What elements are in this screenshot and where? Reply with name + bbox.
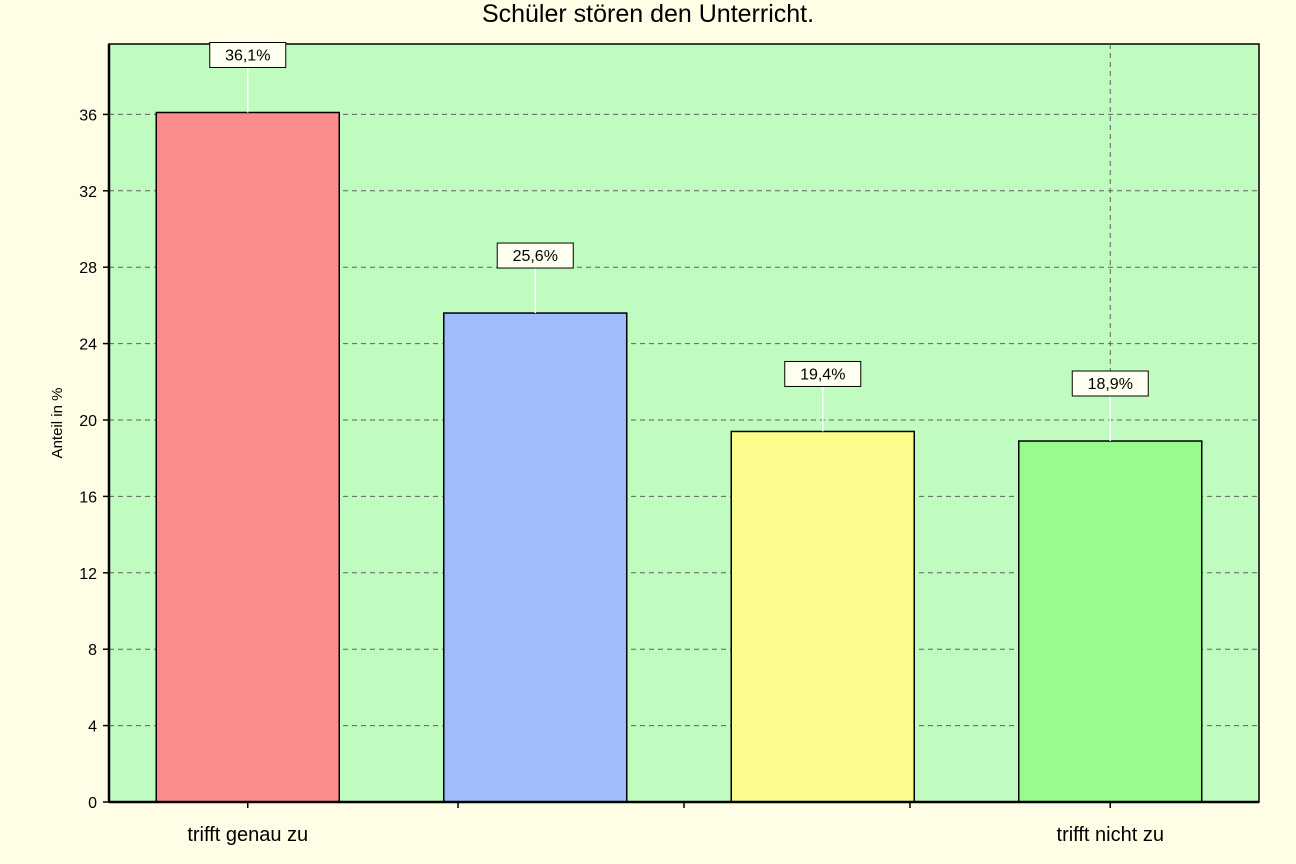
y-tick-label: 12: [79, 566, 97, 583]
y-tick-label: 8: [88, 642, 97, 659]
data-label: 25,6%: [513, 248, 558, 265]
data-label: 36,1%: [225, 47, 270, 64]
data-label-box: [496, 242, 574, 269]
y-tick-label: 36: [79, 107, 97, 124]
data-label: 19,4%: [800, 366, 845, 383]
x-category-label: trifft nicht zu: [1057, 824, 1164, 846]
y-tick-label: 28: [79, 260, 97, 277]
bar: [155, 111, 340, 803]
bar: [730, 430, 915, 803]
bar: [1018, 440, 1203, 803]
x-category-label: trifft genau zu: [187, 824, 308, 846]
y-axis-label: Anteil in %: [49, 388, 66, 459]
y-axis-ticks: 0 4 8 12 16 20 24 28 32 36: [79, 107, 109, 812]
data-label-box: [1071, 370, 1149, 397]
bar: [443, 312, 628, 803]
bars: [155, 111, 1203, 803]
data-label-box: [209, 41, 287, 68]
chart-title: Schüler stören den Unterricht.: [482, 0, 814, 28]
axes: [107, 44, 1259, 808]
y-tick-label: 4: [88, 719, 97, 736]
data-label: 18,9%: [1088, 376, 1133, 393]
y-tick-label: 0: [88, 795, 97, 812]
x-axis-labels: trifft genau zu trifft nicht zu: [187, 824, 1164, 846]
y-tick-label: 24: [79, 337, 97, 354]
y-tick-label: 16: [79, 489, 97, 506]
y-tick-label: 20: [79, 413, 97, 430]
data-label-box: [784, 360, 862, 387]
y-tick-label: 32: [79, 184, 97, 201]
data-labels: 36,1% 25,6% 19,4% 18,9%: [209, 41, 1149, 442]
